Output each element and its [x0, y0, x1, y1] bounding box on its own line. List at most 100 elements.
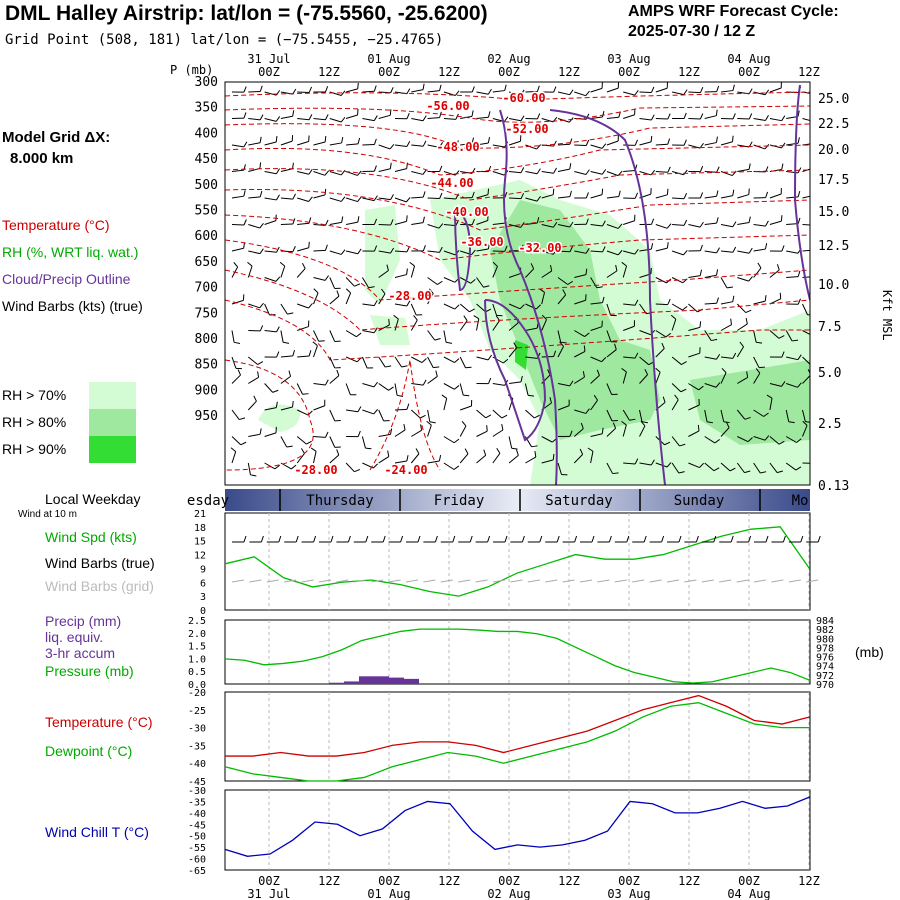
wind-barb-shaft [345, 197, 358, 203]
wind-barb-flag [765, 191, 769, 198]
wind-barb-flag [683, 139, 687, 146]
wind-barb-shaft [525, 327, 538, 331]
wind-barb-shaft [573, 454, 583, 464]
wind-barb-shaft [345, 383, 351, 395]
wind-barb-flag [324, 135, 327, 143]
wind-barb-flag [765, 115, 769, 121]
wind-barb-flag [781, 115, 786, 121]
wind-barb-flag [283, 341, 290, 344]
wind-barb-flag [373, 195, 378, 201]
wind-barb-flag [723, 421, 730, 424]
wind-barb-shaft [557, 224, 570, 228]
wind-barb-flag [792, 339, 799, 342]
wind-barb-flag [699, 165, 704, 172]
wind-barb-shaft [704, 383, 717, 388]
wind-barb-flag [439, 111, 442, 118]
wind-barb-flag [778, 335, 785, 339]
wind-barb-flag [601, 188, 604, 195]
wind-barb-shaft [378, 409, 385, 422]
wind-barb-shaft [476, 356, 489, 361]
wind-barb-shaft [541, 194, 554, 199]
wind-barb-flag [454, 358, 460, 363]
wind-barb-flag [422, 216, 425, 223]
wind-barb-shaft [606, 303, 612, 316]
wind-barb-flag [243, 219, 247, 226]
wind-barb-flag [279, 261, 286, 267]
wind-barb-shaft [786, 223, 799, 225]
wind-barb-shaft [606, 427, 616, 437]
wind-barb-flag [776, 470, 784, 474]
weekday-day: Sunday [674, 493, 725, 509]
barb-grid-shaft [440, 579, 453, 583]
cross-section: -56.00 -60.00 -52.00 -48.00 -44.00 -40.00 -36.… [225, 82, 810, 485]
wind-barb-flag [748, 113, 753, 120]
wind-barb-shaft [753, 300, 766, 305]
wind-barb-shaft [737, 222, 750, 225]
wind-barb-shaft [590, 224, 603, 227]
wind-barb-flag [439, 246, 443, 253]
wind-barb-shaft [508, 436, 513, 449]
wind-barb-shaft [427, 409, 431, 422]
wind-barb-flag [716, 85, 720, 92]
wind-barb-shaft [688, 303, 698, 313]
wind-barb-shaft [362, 197, 375, 202]
wind-barb-shaft [378, 270, 389, 278]
wind-barb-flag [386, 264, 389, 271]
wind-barb-shaft [606, 224, 619, 229]
top-tick-label: 12Z [678, 65, 700, 79]
wind-barb-flag [257, 371, 260, 378]
wind-barb-shaft [623, 250, 635, 255]
wind-barb-flag [748, 88, 753, 95]
wind-barb-shaft [639, 141, 652, 146]
wind-barb-shaft [769, 193, 782, 199]
wind-barb-flag [454, 90, 460, 96]
wind-barb-shaft [541, 250, 554, 255]
wind-barb-shaft [394, 303, 407, 307]
wind-barb-flag [422, 191, 426, 198]
barb-grid-shaft [266, 579, 279, 583]
wind-barb-shaft [508, 303, 521, 310]
wind-barb-shaft [655, 143, 668, 146]
wind-barb-shaft [720, 301, 733, 305]
wind-barb-shaft [736, 303, 747, 313]
wind-barbs-grid [230, 82, 810, 477]
wind-barb-flag [259, 222, 264, 229]
wind-barb-flag [373, 115, 378, 121]
barb-grid-shaft [318, 579, 332, 583]
wind-barb-flag [764, 89, 770, 96]
wind-barb-flag [585, 408, 590, 414]
wind-barb-shaft [313, 141, 326, 146]
wind-barb-flag [667, 166, 671, 173]
wind-barb-shaft [704, 462, 715, 472]
wind-barb-shaft [411, 222, 424, 225]
wind-barb-shaft [508, 140, 521, 146]
wind-barb-flag [336, 449, 340, 456]
wind-barb-flag [239, 417, 246, 421]
wind-barb-flag [796, 438, 802, 443]
wind-barb-flag [766, 394, 773, 399]
pressure-tick-label: 800 [195, 332, 218, 347]
wind-barb-flag [422, 169, 427, 175]
wind-barb-flag [683, 249, 688, 256]
barb-grid-shaft [788, 579, 801, 583]
wind-barb-flag [469, 308, 475, 313]
barb-grid-shaft [405, 579, 419, 583]
wind-barb-shaft [492, 90, 505, 93]
wind-barb-shaft [655, 194, 668, 199]
contour-label: -36.00 [460, 235, 503, 249]
cycle-line1: AMPS WRF Forecast Cycle: [628, 3, 839, 20]
wind-barb-flag [275, 276, 281, 282]
wind-barb-shaft [737, 168, 750, 172]
wind-barb-flag [567, 280, 574, 285]
wind-barb-shaft [525, 171, 538, 175]
wind-barb-shaft [655, 303, 668, 306]
wind-barb-flag [683, 219, 688, 226]
wind-barb-shaft [378, 197, 391, 201]
wind-barb-shaft [622, 371, 627, 384]
wind-barb-flag [569, 246, 573, 253]
barb-true-flag [661, 535, 665, 543]
wind-barb-flag [413, 315, 418, 321]
wind-barb-shaft [427, 117, 440, 119]
wind-barb-shaft [443, 303, 455, 310]
wind-barb-flag [243, 112, 247, 119]
